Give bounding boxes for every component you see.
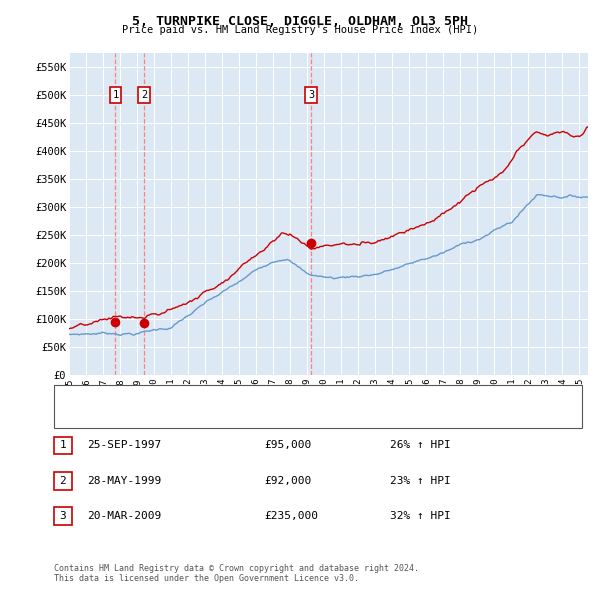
Text: 32% ↑ HPI: 32% ↑ HPI: [390, 512, 451, 521]
Text: Contains HM Land Registry data © Crown copyright and database right 2024.
This d: Contains HM Land Registry data © Crown c…: [54, 563, 419, 583]
Text: Price paid vs. HM Land Registry's House Price Index (HPI): Price paid vs. HM Land Registry's House …: [122, 25, 478, 35]
Text: 28-MAY-1999: 28-MAY-1999: [87, 476, 161, 486]
Text: 23% ↑ HPI: 23% ↑ HPI: [390, 476, 451, 486]
Text: 2: 2: [59, 476, 67, 486]
Text: 1: 1: [59, 441, 67, 450]
Text: £235,000: £235,000: [264, 512, 318, 521]
Text: £95,000: £95,000: [264, 441, 311, 450]
Text: 1: 1: [112, 90, 119, 100]
Text: 26% ↑ HPI: 26% ↑ HPI: [390, 441, 451, 450]
Text: £92,000: £92,000: [264, 476, 311, 486]
Text: 5, TURNPIKE CLOSE, DIGGLE, OLDHAM, OL3 5PH (detached house): 5, TURNPIKE CLOSE, DIGGLE, OLDHAM, OL3 5…: [97, 392, 444, 402]
Text: 5, TURNPIKE CLOSE, DIGGLE, OLDHAM, OL3 5PH: 5, TURNPIKE CLOSE, DIGGLE, OLDHAM, OL3 5…: [132, 15, 468, 28]
Text: 3: 3: [59, 512, 67, 521]
Text: 2: 2: [141, 90, 147, 100]
Text: 25-SEP-1997: 25-SEP-1997: [87, 441, 161, 450]
Text: HPI: Average price, detached house, Oldham: HPI: Average price, detached house, Oldh…: [97, 411, 344, 421]
Text: 20-MAR-2009: 20-MAR-2009: [87, 512, 161, 521]
Text: 3: 3: [308, 90, 314, 100]
